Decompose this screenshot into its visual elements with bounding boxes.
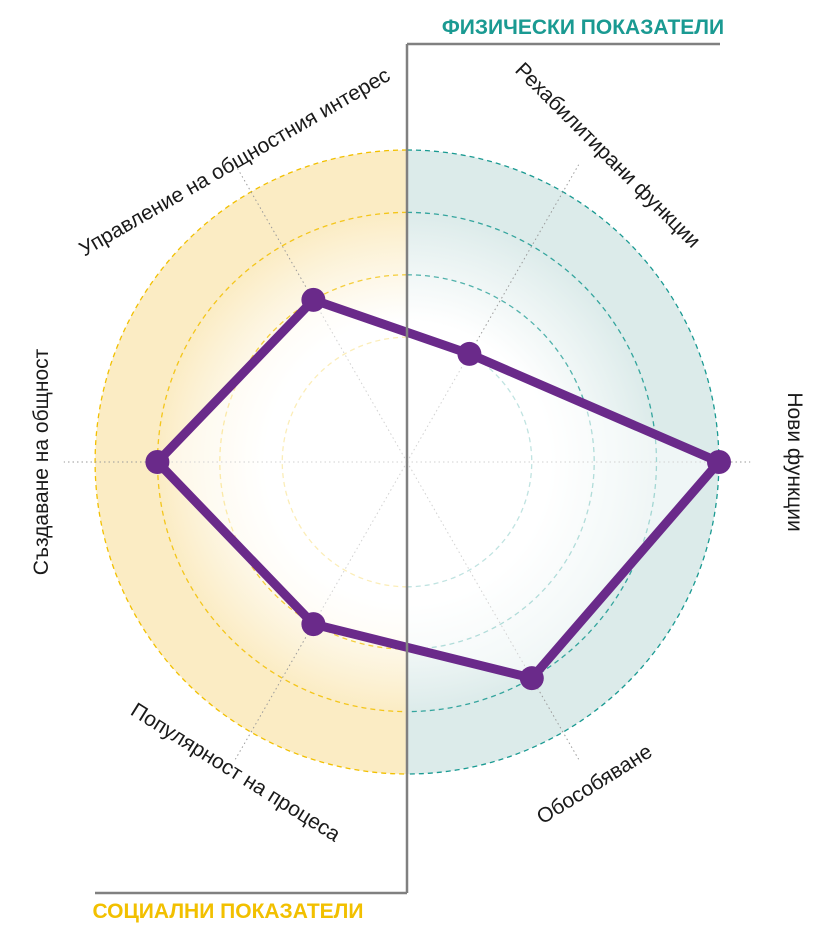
- series-point: [519, 666, 544, 691]
- group-label-social: СОЦИАЛНИ ПОКАЗАТЕЛИ: [92, 900, 363, 923]
- series-point: [707, 450, 731, 474]
- group-label-physical: ФИЗИЧЕСКИ ПОКАЗАТЕЛИ: [442, 16, 724, 39]
- group-divider: [95, 42, 720, 895]
- series-point: [457, 341, 482, 366]
- series-point: [145, 450, 170, 474]
- axis-label-new-functions: Нови функции: [783, 392, 806, 531]
- axis-spoke: [406, 164, 580, 463]
- axis-label-community-creation: Създаване на общност: [30, 348, 53, 575]
- series-point: [301, 612, 326, 637]
- series-point: [301, 287, 326, 312]
- axis-label-separation: Обособяване: [533, 740, 657, 829]
- data-series: [145, 287, 731, 691]
